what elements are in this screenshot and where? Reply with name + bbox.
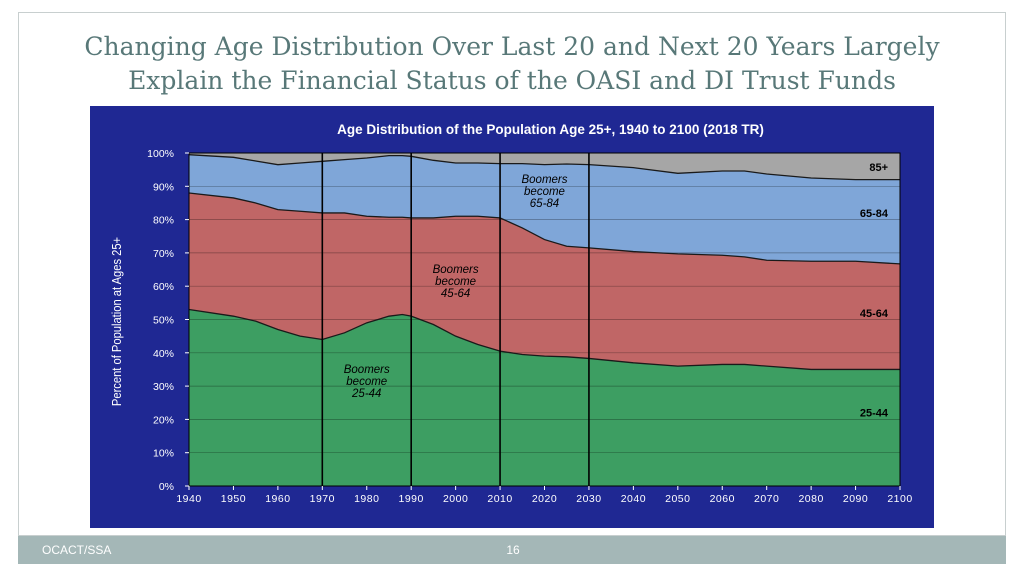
- series-label-45-64: 45-64: [860, 308, 889, 320]
- annotation-2-line-2: become: [435, 276, 476, 288]
- y-tick-label: 20%: [153, 414, 174, 426]
- y-tick-label: 70%: [153, 248, 174, 260]
- y-tick-label: 50%: [153, 315, 174, 327]
- x-tick-label: 1990: [399, 493, 424, 505]
- slide-title: Changing Age Distribution Over Last 20 a…: [18, 30, 1006, 98]
- footer-bar: OCACT/SSA 16: [18, 536, 1006, 564]
- series-label-65-84: 65-84: [860, 208, 889, 220]
- y-tick-label: 100%: [147, 148, 174, 160]
- slide-title-line-2: Explain the Financial Status of the OASI…: [128, 66, 896, 95]
- x-tick-label: 1970: [310, 493, 335, 505]
- y-tick-label: 40%: [153, 348, 174, 360]
- age-distribution-chart: Age Distribution of the Population Age 2…: [109, 122, 912, 505]
- series-boundary-45-64: [188, 192, 901, 265]
- series-area-85plus: [189, 153, 900, 180]
- annotation-2-line-1: Boomers: [433, 264, 479, 276]
- x-tick-label: 2030: [576, 493, 601, 505]
- x-tick-label: 2040: [621, 493, 646, 505]
- x-tick-label: 2000: [443, 493, 468, 505]
- series-area-25-44: [189, 309, 900, 486]
- annotation-2-line-3: 45-64: [441, 288, 470, 300]
- annotation-3-line-3: 65-84: [530, 198, 559, 210]
- slide-frame: [18, 12, 1006, 536]
- series-boundary-65-84: [188, 154, 900, 181]
- y-tick-label: 60%: [153, 281, 174, 293]
- x-tick-label: 2010: [487, 493, 512, 505]
- annotation-1-line-3: 25-44: [351, 388, 381, 400]
- x-tick-label: 2060: [710, 493, 735, 505]
- footer-organization: OCACT/SSA: [42, 543, 112, 557]
- x-tick-label: 2090: [843, 493, 868, 505]
- annotation-3-line-2: become: [524, 186, 565, 198]
- series-boundary-25-44: [188, 308, 900, 371]
- y-tick-label: 10%: [153, 448, 174, 460]
- chart-title: Age Distribution of the Population Age 2…: [337, 122, 764, 137]
- slide-title-line-1: Changing Age Distribution Over Last 20 a…: [84, 32, 940, 61]
- y-tick-label: 80%: [153, 215, 174, 227]
- y-tick-label: 0%: [159, 481, 174, 493]
- x-tick-label: 2020: [532, 493, 557, 505]
- series-area-65-84: [189, 154, 900, 264]
- x-tick-label: 2070: [754, 493, 779, 505]
- x-tick-label: 2050: [665, 493, 690, 505]
- annotation-3-line-1: Boomers: [521, 174, 567, 186]
- page-number: 16: [506, 543, 520, 557]
- x-tick-label: 1960: [265, 493, 290, 505]
- series-label-25-44: 25-44: [860, 408, 889, 420]
- x-tick-label: 1950: [221, 493, 246, 505]
- x-tick-label: 2100: [887, 493, 912, 505]
- y-tick-label: 30%: [153, 381, 174, 393]
- x-tick-label: 1940: [176, 493, 201, 505]
- series-label-85plus: 85+: [869, 162, 888, 174]
- x-tick-label: 2080: [798, 493, 823, 505]
- series-area-45-64: [189, 192, 900, 370]
- annotation-1-line-2: become: [346, 376, 387, 388]
- chart-panel: Age Distribution of the Population Age 2…: [90, 106, 934, 528]
- y-tick-label: 90%: [153, 181, 174, 193]
- x-tick-label: 1980: [354, 493, 379, 505]
- y-axis-label: Percent of Population at Ages 25+: [109, 237, 124, 406]
- annotation-1-line-1: Boomers: [344, 364, 390, 376]
